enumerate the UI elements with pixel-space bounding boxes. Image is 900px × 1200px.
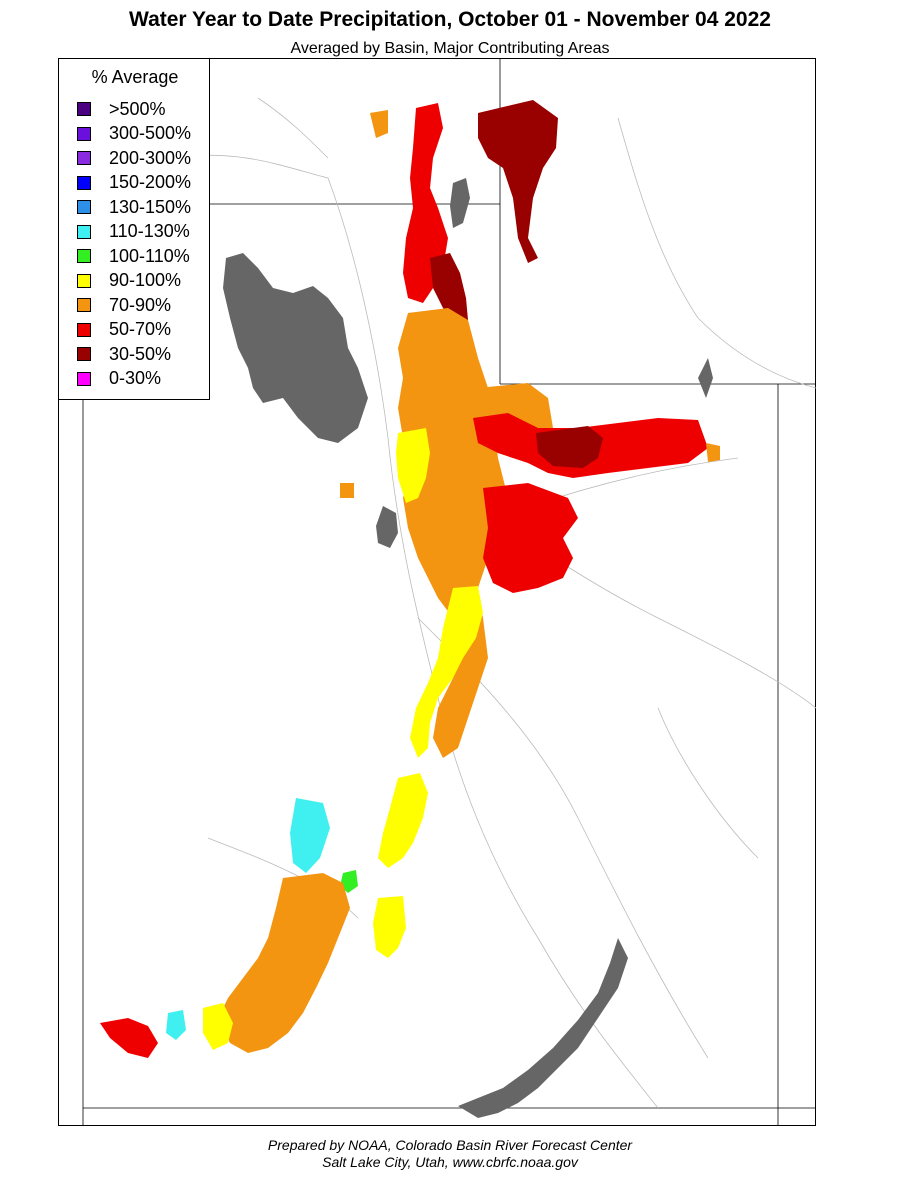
legend-label: 130-150% <box>109 196 192 217</box>
legend-label: 50-70% <box>109 319 172 340</box>
region-70-90-small-east <box>706 443 720 462</box>
legend-item: 30-50% <box>77 342 191 367</box>
region-50-70-southwest <box>100 1018 158 1058</box>
legend-item: 100-110% <box>77 244 191 269</box>
footer: Prepared by NOAA, Colorado Basin River F… <box>0 1137 900 1171</box>
region-50-70-south <box>483 483 578 593</box>
legend-list: >500% 300-500% 200-300% 150-200% 130-150… <box>77 97 191 391</box>
region-70-90-south <box>218 873 350 1053</box>
legend-swatch <box>77 151 91 166</box>
region-90-100-virgin <box>203 1003 233 1050</box>
region-100-110 <box>340 870 358 893</box>
legend-item: 70-90% <box>77 293 191 318</box>
region-30-50-ogden <box>430 253 468 323</box>
region-70-90-small-center <box>340 483 354 498</box>
legend-item: 90-100% <box>77 269 191 294</box>
legend-swatch <box>77 322 91 337</box>
legend-item: 150-200% <box>77 171 191 196</box>
utah-lake <box>376 506 398 548</box>
legend-label: 100-110% <box>109 245 190 266</box>
precip-regions <box>100 100 720 1058</box>
region-30-50-uinta <box>536 426 603 468</box>
legend-swatch <box>77 273 91 288</box>
region-110-130 <box>290 798 330 873</box>
region-110-130-south <box>166 1010 186 1040</box>
legend-item: >500% <box>77 97 191 122</box>
legend-swatch <box>77 126 91 141</box>
great-salt-lake <box>223 253 368 443</box>
region-90-100-sanpete <box>410 586 483 758</box>
region-90-100-sevier <box>378 773 428 868</box>
legend-swatch <box>77 298 91 313</box>
legend-label: 150-200% <box>109 172 192 193</box>
legend-label: 30-50% <box>109 343 172 364</box>
legend-label: 300-500% <box>109 123 192 144</box>
footer-credit: Prepared by NOAA, Colorado Basin River F… <box>267 1137 633 1153</box>
legend-label: >500% <box>109 98 166 119</box>
legend: % Average >500% 300-500% 200-300% 150-20… <box>58 58 210 400</box>
legend-swatch <box>77 371 91 386</box>
region-30-50-north <box>478 100 558 263</box>
legend-swatch <box>77 200 91 215</box>
legend-item: 50-70% <box>77 318 191 343</box>
lake-powell <box>458 938 628 1118</box>
region-50-70-north <box>403 103 448 303</box>
legend-label: 0-30% <box>109 368 162 389</box>
region-90-100-provo <box>396 428 430 503</box>
precipitation-map <box>58 58 816 1126</box>
bear-lake <box>450 178 470 228</box>
legend-swatch <box>77 249 91 264</box>
legend-swatch <box>77 224 91 239</box>
region-90-100-east-sevier <box>373 896 406 958</box>
region-70-90-small-north <box>370 110 388 138</box>
legend-swatch <box>77 347 91 362</box>
legend-label: 70-90% <box>109 294 172 315</box>
legend-item: 0-30% <box>77 367 191 392</box>
map-title: Water Year to Date Precipitation, Octobe… <box>129 8 771 31</box>
legend-title: % Average <box>91 67 179 87</box>
flaming-gorge <box>698 358 713 398</box>
footer-location: Salt Lake City, Utah, www.cbrfc.noaa.gov <box>322 1154 578 1170</box>
legend-swatch <box>77 175 91 190</box>
map-subtitle: Averaged by Basin, Major Contributing Ar… <box>290 40 610 57</box>
lakes <box>223 178 713 1118</box>
legend-label: 110-130% <box>109 221 190 242</box>
legend-item: 200-300% <box>77 146 191 171</box>
legend-item: 130-150% <box>77 195 191 220</box>
legend-item: 110-130% <box>77 220 191 245</box>
legend-item: 300-500% <box>77 122 191 147</box>
legend-label: 200-300% <box>109 147 192 168</box>
legend-swatch <box>77 102 91 117</box>
legend-label: 90-100% <box>109 270 182 291</box>
